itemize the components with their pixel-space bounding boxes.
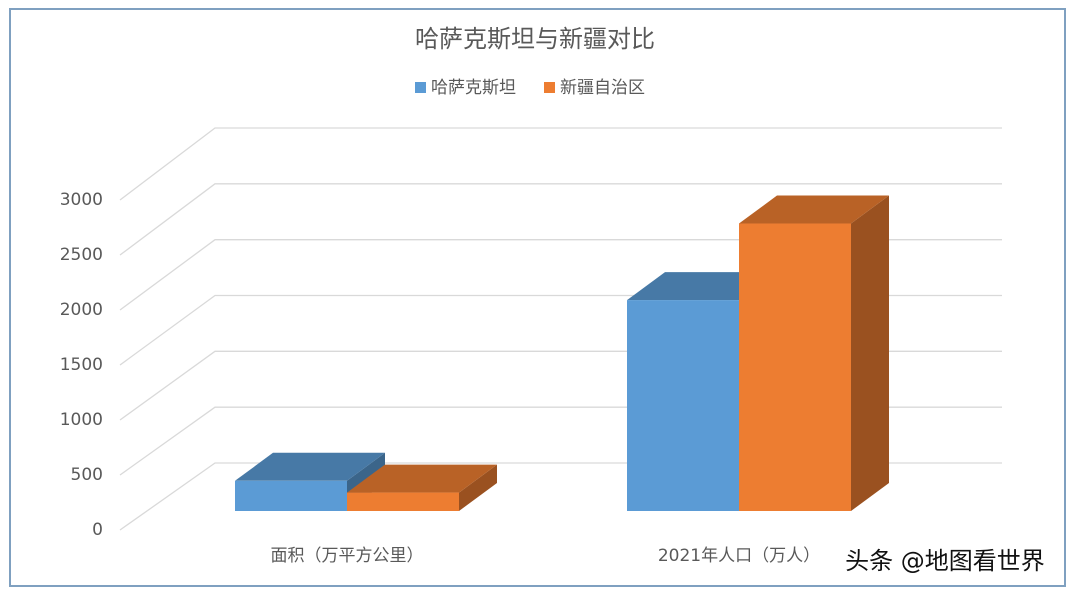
bar-side [459,464,497,511]
bar [627,300,739,511]
bar-top [347,464,497,493]
legend-swatch [544,82,555,93]
legend: 哈萨克斯坦 新疆自治区 [415,78,645,98]
grid-line [119,183,1002,256]
y-tick-label: 2000 [60,300,103,320]
y-tick-label: 3000 [60,190,103,210]
bar [347,492,459,511]
bar-top [739,195,889,224]
chart-frame [9,8,1066,587]
watermark: 头条 @地图看世界 [845,547,1045,575]
legend-label: 新疆自治区 [560,78,645,98]
y-tick-label: 0 [92,520,103,540]
y-tick-label: 1000 [60,410,103,430]
x-tick-label: 2021年人口（万人） [658,546,820,566]
bar [739,223,851,511]
y-tick-label: 1500 [60,355,103,375]
x-tick-label: 面积（万平方公里） [271,546,424,566]
legend-label: 哈萨克斯坦 [431,78,516,98]
y-tick-label: 500 [71,465,103,485]
bar-top [235,452,385,481]
bar [235,480,347,511]
legend-swatch [415,82,426,93]
grid-line [119,127,1002,201]
y-tick-label: 2500 [60,245,103,265]
bar-side [851,195,889,511]
chart-title: 哈萨克斯坦与新疆对比 [415,25,655,53]
